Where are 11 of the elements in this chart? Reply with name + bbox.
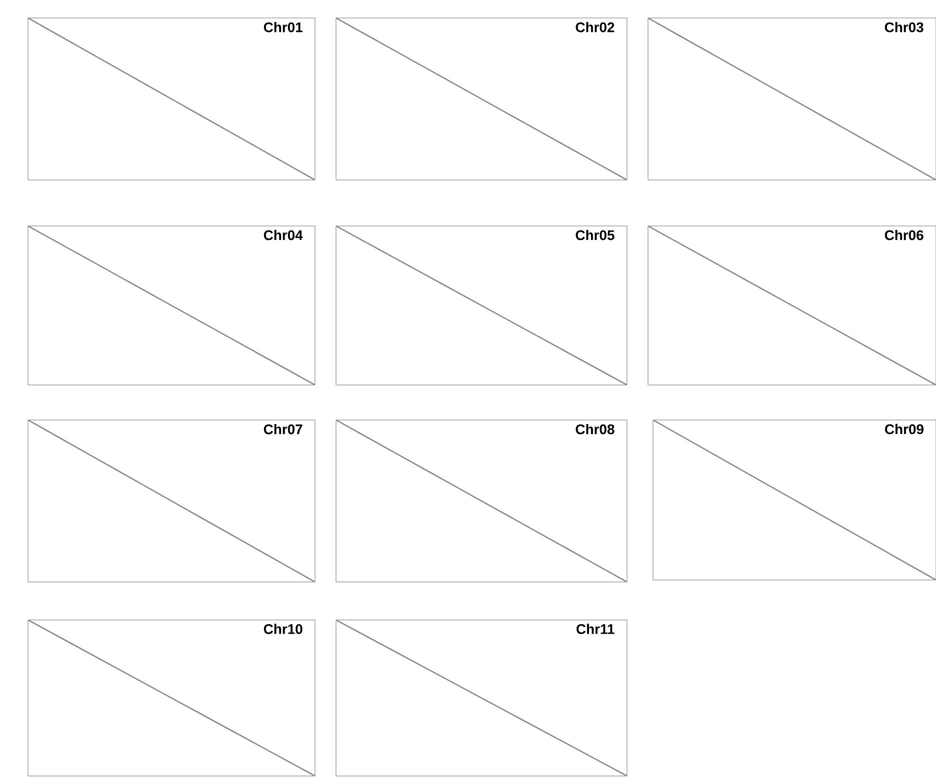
- chart-title: Chr04: [264, 230, 303, 240]
- chart-title: Chr07: [264, 424, 302, 434]
- chart-title: Chr03: [884, 22, 924, 32]
- chart-title: Chr08: [576, 424, 614, 434]
- chart-title: Chr02: [576, 22, 614, 32]
- chart-title: Chr10: [264, 624, 302, 634]
- chart-title: Chr01: [264, 22, 302, 32]
- chart-title: Chr05: [576, 230, 614, 240]
- chart-title: Chr09: [885, 424, 924, 434]
- chart-title: Chr06: [884, 230, 924, 240]
- chart-title: Chr11: [576, 624, 614, 634]
